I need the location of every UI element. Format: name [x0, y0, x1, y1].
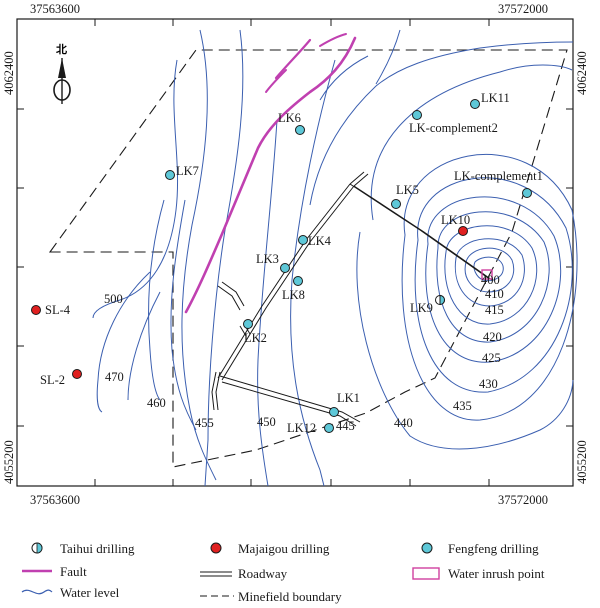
drill-sl2	[72, 369, 82, 379]
svg-text:440: 440	[394, 416, 413, 430]
water-inrush-point	[481, 269, 493, 280]
svg-text:410: 410	[485, 287, 504, 301]
svg-text:460: 460	[147, 396, 166, 410]
coord-left-top: 4062400	[2, 51, 16, 95]
svg-text:420: 420	[483, 330, 502, 344]
legend-roadway-icon	[200, 571, 232, 577]
svg-text:SL-2: SL-2	[40, 373, 65, 387]
svg-text:450: 450	[257, 415, 276, 429]
svg-text:LK9: LK9	[410, 301, 433, 315]
drill-lk6	[295, 125, 305, 135]
svg-text:LK3: LK3	[256, 252, 279, 266]
svg-text:LK6: LK6	[278, 111, 301, 125]
svg-text:455: 455	[195, 416, 214, 430]
svg-text:Water level: Water level	[60, 585, 120, 600]
svg-text:Roadway: Roadway	[238, 566, 288, 581]
svg-text:Fault: Fault	[60, 564, 87, 579]
coord-right-top: 4062400	[575, 51, 589, 95]
svg-text:Taihui drilling: Taihui drilling	[60, 541, 135, 556]
svg-text:Fengfeng drilling: Fengfeng drilling	[448, 541, 539, 556]
coord-left-bottom: 4055200	[2, 440, 16, 484]
svg-text:425: 425	[482, 351, 501, 365]
coord-bottom-left: 37563600	[30, 493, 80, 507]
svg-text:430: 430	[479, 377, 498, 391]
drill-lkc2	[412, 110, 422, 120]
svg-text:北: 北	[56, 42, 67, 56]
legend: Taihui drilling Majaigou drilling Fengfe…	[21, 541, 545, 604]
svg-text:445: 445	[336, 419, 355, 433]
svg-text:LK12: LK12	[287, 421, 316, 435]
svg-text:415: 415	[485, 303, 504, 317]
drill-lk1	[329, 407, 339, 417]
svg-text:SL-4: SL-4	[45, 303, 71, 317]
coord-bottom-right: 37572000	[498, 493, 548, 507]
drill-sl4	[31, 305, 41, 315]
map-frame	[16, 18, 574, 487]
svg-text:470: 470	[105, 370, 124, 384]
svg-text:Majaigou drilling: Majaigou drilling	[238, 541, 330, 556]
svg-text:LK-complement1: LK-complement1	[454, 169, 543, 183]
contour-labels: 400 410 415 420 425 430 435 440 445 450 …	[104, 273, 504, 433]
minefield-boundary	[48, 49, 568, 468]
svg-text:LK10: LK10	[441, 213, 470, 227]
drilling-labels: LK1 LK2 LK3 LK4 LK5 LK6 LK7 LK8 LK9 LK10…	[40, 91, 543, 435]
coord-right-bottom: 4055200	[575, 440, 589, 484]
drill-lk10	[458, 226, 468, 236]
grid-ticks	[17, 19, 573, 486]
svg-text:LK2: LK2	[244, 331, 267, 345]
svg-text:LK7: LK7	[176, 164, 199, 178]
drill-lk2	[243, 319, 253, 329]
legend-inrush-icon	[412, 567, 440, 580]
drill-lk5	[391, 199, 401, 209]
drill-lk7	[165, 170, 175, 180]
drill-lk3	[280, 263, 290, 273]
drill-lk9	[435, 294, 445, 306]
svg-text:LK1: LK1	[337, 391, 360, 405]
svg-text:LK4: LK4	[308, 234, 332, 248]
legend-taihui-icon	[31, 542, 43, 554]
svg-text:Water inrush point: Water inrush point	[448, 566, 545, 581]
coord-top-left: 37563600	[30, 2, 80, 16]
drill-lk8	[293, 276, 303, 286]
water-level-contours	[92, 29, 578, 487]
svg-text:LK8: LK8	[282, 288, 305, 302]
fault-lines	[184, 33, 357, 314]
legend-majaigou-icon	[210, 542, 222, 554]
svg-text:LK-complement2: LK-complement2	[409, 121, 498, 135]
legend-fengfeng-icon	[421, 542, 433, 554]
svg-text:400: 400	[481, 273, 500, 287]
drill-lk4	[298, 235, 308, 245]
svg-text:435: 435	[453, 399, 472, 413]
legend-water-level-icon	[21, 589, 53, 595]
svg-text:LK5: LK5	[396, 183, 419, 197]
svg-text:500: 500	[104, 292, 123, 306]
coord-top-right: 37572000	[498, 2, 548, 16]
drill-lkc1	[522, 188, 532, 198]
svg-text:LK11: LK11	[481, 91, 510, 105]
drill-lk12	[324, 423, 334, 433]
drill-lk11	[470, 99, 480, 109]
north-arrow-icon: 北	[53, 42, 71, 104]
drilling-points	[31, 99, 532, 433]
roadways	[211, 171, 493, 427]
svg-text:Minefield boundary: Minefield boundary	[238, 589, 342, 604]
